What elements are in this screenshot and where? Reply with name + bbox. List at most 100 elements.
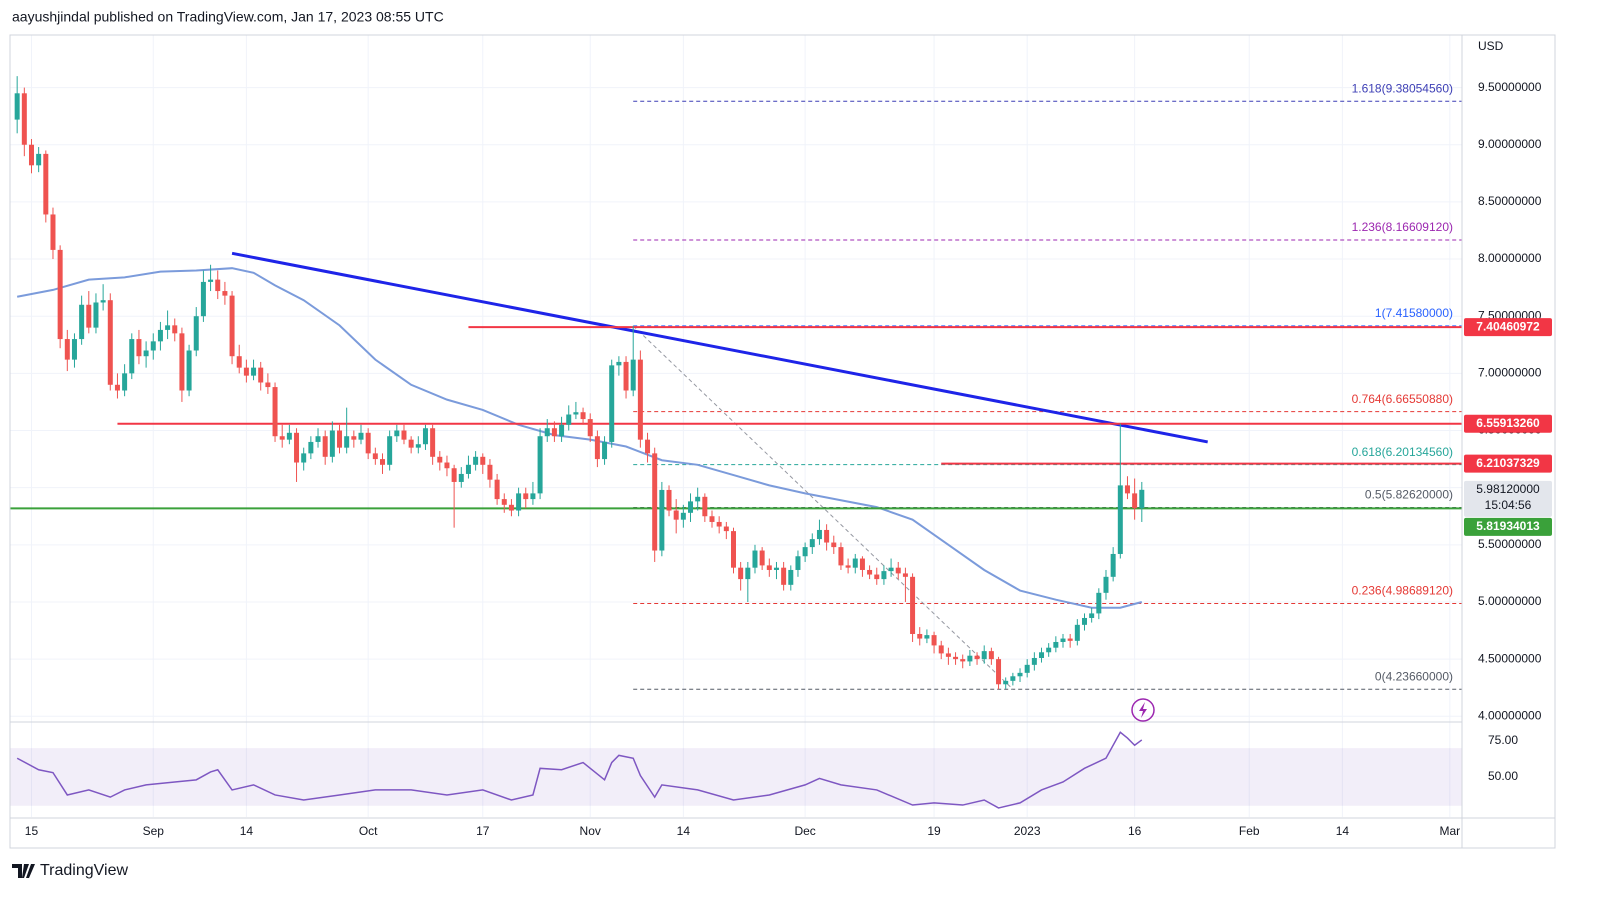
- candle-body: [516, 493, 522, 511]
- candle-body: [1053, 641, 1059, 648]
- candle-body: [1103, 576, 1109, 593]
- candle-body: [129, 339, 135, 374]
- candle-body: [551, 428, 557, 437]
- candle-body: [265, 382, 271, 388]
- candle-body: [652, 453, 658, 551]
- candle-body: [1031, 657, 1037, 665]
- candle-body: [143, 350, 149, 357]
- candle-body: [1024, 664, 1030, 673]
- candle-body: [688, 501, 694, 513]
- candle-body: [394, 430, 400, 437]
- y-tick-label: 50.00: [1488, 769, 1518, 783]
- candle-body: [1003, 680, 1009, 685]
- candle-body: [494, 479, 500, 500]
- candle-body: [272, 387, 278, 437]
- candle-body: [637, 359, 643, 440]
- x-tick-label: 15: [25, 824, 39, 838]
- y-tick-label: 5.50000000: [1478, 537, 1542, 551]
- candle-body: [1139, 489, 1145, 509]
- candle-body: [838, 547, 844, 566]
- candle-body: [301, 453, 307, 463]
- candle-body: [1017, 672, 1023, 677]
- candle-body: [379, 459, 385, 465]
- candle-body: [344, 436, 350, 448]
- candle-body: [372, 453, 378, 460]
- candle-body: [86, 304, 92, 328]
- candle-body: [766, 565, 772, 570]
- candle-body: [1132, 493, 1138, 509]
- candle-body: [408, 439, 414, 448]
- candle-body: [36, 153, 42, 166]
- candle-body: [14, 93, 20, 120]
- candle-body: [79, 304, 85, 340]
- candle-body: [365, 432, 371, 454]
- level-tag-label: 7.40460972: [1476, 319, 1540, 333]
- candle-body: [953, 656, 959, 660]
- tag-layer: USD 4.00000000 4.50000000 5.00000000 5.50000…: [25, 39, 1552, 838]
- candle-body: [587, 419, 593, 437]
- y-tick-label: 75.00: [1488, 733, 1518, 747]
- candle-body: [680, 512, 686, 520]
- candle-body: [630, 359, 636, 391]
- candle-body: [809, 539, 815, 548]
- candle-body: [487, 464, 493, 480]
- candle-body: [960, 659, 966, 662]
- level-tag: [1464, 414, 1552, 433]
- candle-body: [480, 456, 486, 465]
- rsi-band: [10, 748, 1462, 806]
- candle-body: [93, 302, 99, 328]
- candle-body: [322, 436, 328, 457]
- fib-label: 0(4.23660000): [1375, 669, 1453, 683]
- candle-body: [437, 456, 443, 463]
- countdown-label: 15:04:56: [1485, 498, 1532, 512]
- candle-body: [895, 567, 901, 574]
- candle-body: [1096, 592, 1102, 614]
- y-tick-label: 8.00000000: [1478, 251, 1542, 265]
- candle-body: [623, 361, 629, 391]
- candle-body: [1110, 553, 1116, 577]
- x-tick-label: 17: [476, 824, 490, 838]
- x-tick-label: 14: [1336, 824, 1350, 838]
- candle-body: [537, 436, 543, 494]
- x-tick-label: 14: [240, 824, 254, 838]
- candle-body: [308, 441, 314, 454]
- candle-body: [1074, 624, 1080, 641]
- candle-body: [294, 432, 300, 463]
- candle-body: [1046, 647, 1052, 653]
- level-tag-label: 6.21037329: [1476, 456, 1540, 470]
- candle-body: [566, 414, 572, 425]
- candle-body: [1089, 613, 1095, 618]
- candle-body: [430, 428, 436, 457]
- candle-body: [602, 441, 608, 460]
- candle-body: [1117, 485, 1123, 554]
- alert-bolt: [1139, 702, 1147, 718]
- candle-layer: [14, 76, 1145, 690]
- x-tick-label: 2023: [1014, 824, 1041, 838]
- candle-body: [136, 339, 142, 357]
- last-price-label: 5.98120000: [1476, 482, 1540, 496]
- candle-body: [974, 655, 980, 660]
- candle-body: [215, 279, 221, 292]
- candle-body: [200, 281, 206, 317]
- candle-body: [738, 567, 744, 580]
- candle-body: [1067, 638, 1073, 641]
- candle-body: [881, 571, 887, 580]
- moving-average: [16, 267, 1143, 609]
- grid-layer: [10, 35, 1462, 817]
- candle-body: [236, 356, 242, 368]
- candle-body: [745, 567, 751, 580]
- footer-brand: TradingView: [40, 862, 128, 879]
- candle-body: [165, 325, 171, 330]
- last-price-tag: [1464, 480, 1552, 517]
- candle-body: [659, 489, 665, 551]
- y-tick-label: 4.00000000: [1478, 708, 1542, 722]
- fib-label: 0.618(6.20134560): [1352, 445, 1453, 459]
- candle-body: [716, 521, 722, 527]
- candle-body: [21, 93, 27, 145]
- candle-body: [122, 373, 128, 391]
- trend-line: [231, 251, 1208, 444]
- candle-body: [859, 558, 865, 570]
- candle-body: [1010, 676, 1016, 681]
- candle-body: [251, 367, 257, 376]
